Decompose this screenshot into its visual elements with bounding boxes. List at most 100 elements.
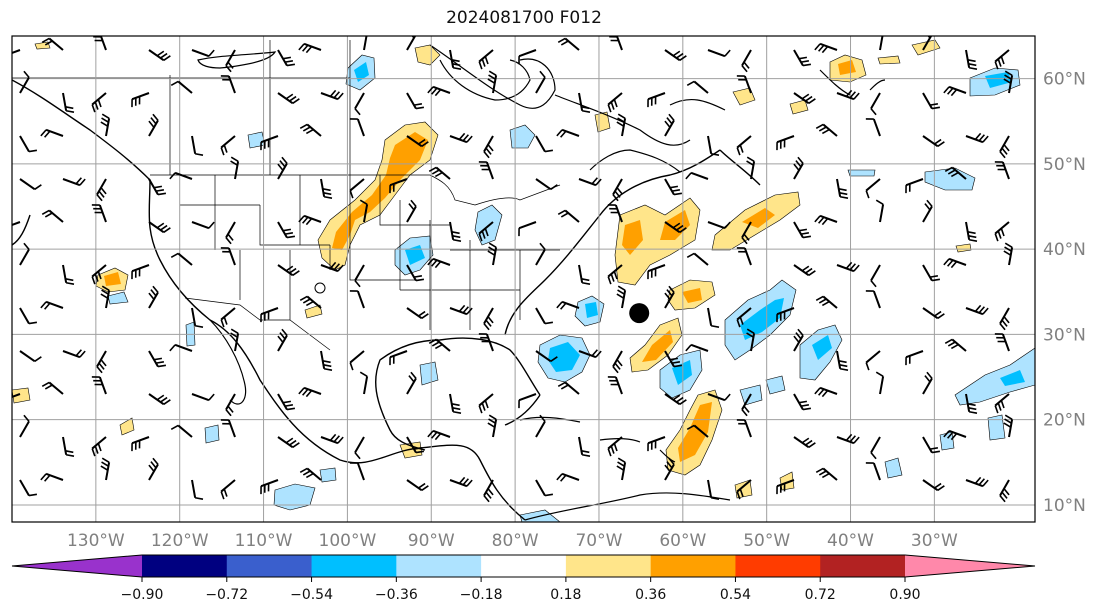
map-title: 2024081700 F012	[446, 8, 602, 28]
wind-barb	[19, 242, 30, 266]
wind-barb	[815, 467, 838, 481]
negative-anomaly-core	[585, 302, 598, 318]
wind-barb	[776, 479, 795, 495]
wind-barb	[741, 221, 752, 245]
wind-barb	[736, 75, 752, 94]
positive-anomaly-core	[682, 288, 702, 303]
wind-barb	[965, 304, 989, 316]
colorbar-swatch	[481, 555, 567, 577]
wind-barb	[616, 285, 627, 309]
wind-barb	[616, 113, 627, 137]
wind-barb	[664, 393, 687, 406]
wind-barb	[736, 247, 752, 266]
political-borders	[12, 40, 561, 351]
wind-barb	[406, 92, 425, 110]
wind-barb	[736, 135, 752, 156]
wind-barb	[535, 350, 558, 363]
wind-barb	[40, 128, 64, 138]
wind-barb	[557, 37, 580, 51]
wind-barb	[169, 171, 193, 180]
wind-barb	[483, 135, 494, 159]
coastline-south-america	[524, 492, 731, 521]
negative-anomaly-area	[939, 431, 955, 451]
wind-barb	[12, 221, 21, 226]
negative-anomaly-core	[812, 335, 832, 360]
wind-barb	[148, 49, 171, 62]
latitude-label: 60°N	[1043, 70, 1086, 90]
wind-barb	[943, 85, 967, 97]
wind-barb	[62, 264, 75, 286]
wind-barb	[41, 209, 64, 223]
wind-barb	[994, 49, 1010, 70]
colorbar-tick-label: 0.18	[550, 587, 581, 603]
wind-barb	[535, 414, 546, 438]
border-us-canada	[150, 174, 561, 206]
wind-barb	[220, 307, 236, 328]
wind-barb	[686, 424, 709, 438]
wind-barb	[741, 49, 752, 73]
wind-barb	[487, 242, 498, 266]
wind-barb	[449, 393, 462, 415]
wind-barb	[298, 214, 322, 226]
wind-barb	[191, 479, 204, 501]
wind-barb	[686, 80, 709, 94]
wind-barb	[922, 307, 945, 320]
wind-barb	[220, 135, 236, 156]
wind-barb	[664, 350, 683, 368]
wind-barb	[875, 199, 885, 223]
wind-barb	[776, 135, 795, 151]
wind-barb	[277, 328, 288, 352]
wind-barb	[12, 393, 21, 398]
wind-barb	[746, 156, 756, 180]
wind-barb	[865, 350, 881, 371]
negative-anomaly-core	[354, 62, 369, 82]
wind-barb	[148, 350, 167, 368]
wind-barb	[664, 49, 687, 62]
wind-barb	[994, 393, 1010, 414]
wind-barb	[299, 295, 322, 309]
wind-barb	[478, 161, 494, 180]
wind-barb	[406, 199, 417, 223]
wind-barb	[870, 436, 881, 460]
wind-barb	[556, 300, 580, 310]
wind-barb	[865, 290, 881, 309]
wind-barb	[944, 338, 967, 352]
wind-barb	[487, 414, 498, 438]
wind-barb	[131, 264, 150, 280]
wind-barb	[1003, 414, 1014, 438]
wind-barb	[865, 462, 881, 481]
wind-barb	[965, 132, 989, 144]
coastline-north-america	[12, 79, 761, 521]
wind-barb	[96, 178, 107, 202]
wind-barb	[686, 252, 709, 266]
wind-barb	[320, 350, 333, 372]
wind-barb	[870, 92, 881, 116]
wind-barb	[535, 70, 546, 94]
positive-anomaly-area	[955, 243, 972, 253]
wind-barb	[556, 128, 580, 138]
longitude-label: 120°W	[151, 531, 209, 551]
wind-barb	[349, 290, 365, 309]
wind-barb	[169, 343, 193, 352]
wind-barb	[359, 371, 369, 395]
wind-barb	[664, 178, 683, 196]
wind-barb	[320, 178, 333, 200]
wind-barb	[607, 264, 623, 285]
wind-barb	[905, 178, 924, 194]
wind-barb	[100, 285, 111, 309]
colorbar-tick-label: 0.72	[805, 587, 836, 603]
wind-barb	[535, 479, 554, 497]
border-us-mexico	[184, 297, 331, 351]
wind-barb	[793, 328, 804, 352]
wind-barb	[449, 49, 462, 71]
wind-barb	[478, 333, 494, 352]
wind-barb	[170, 80, 193, 94]
positive-anomaly-area	[119, 417, 135, 436]
negative-anomaly-core	[405, 245, 425, 265]
wind-barb	[91, 264, 107, 285]
longitude-label: 80°W	[492, 531, 539, 551]
wind-barb	[647, 436, 666, 452]
positive-anomaly-area	[304, 304, 323, 319]
wind-barb	[736, 307, 752, 328]
negative-anomaly-core	[1000, 370, 1025, 386]
